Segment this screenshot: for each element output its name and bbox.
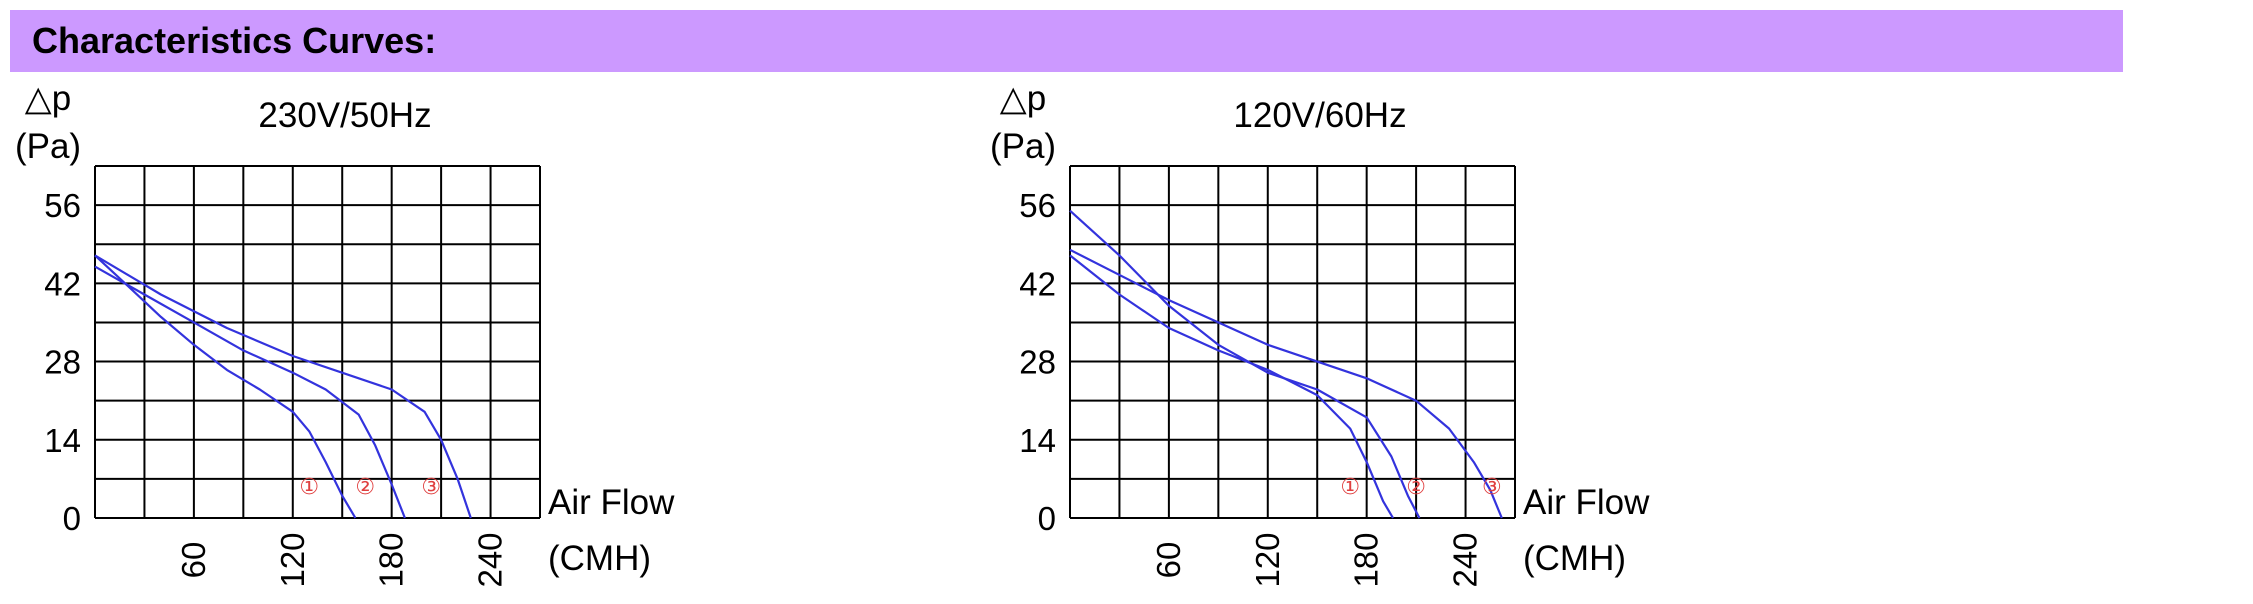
chart-title: 230V/50Hz bbox=[258, 96, 431, 135]
x-tick-label: 180 bbox=[373, 532, 410, 587]
page-title: Characteristics Curves: bbox=[32, 14, 436, 68]
curve-series-3 bbox=[1070, 250, 1502, 518]
y-axis-unit: (Pa) bbox=[15, 127, 81, 166]
curve-marker-label-1: ① bbox=[1340, 475, 1360, 500]
y-tick-label: 0 bbox=[1038, 500, 1056, 537]
y-tick-label: 56 bbox=[1019, 187, 1056, 224]
x-tick-label: 120 bbox=[1249, 532, 1286, 587]
chart-120v-60hz: 0 14 28 42 56 60 120 180 240 120V/60Hz △p (Pa) Air F… bbox=[985, 74, 1665, 604]
x-tick-label: 60 bbox=[175, 542, 212, 579]
x-axis-unit: (CMH) bbox=[1523, 539, 1626, 578]
x-tick-label: 240 bbox=[472, 532, 509, 587]
chart-230v-50hz: 0 14 28 42 56 60 120 180 240 230V/50Hz △p (Pa) Air F… bbox=[10, 74, 690, 604]
curve-marker-label-2: ② bbox=[1406, 475, 1426, 500]
y-tick-label: 56 bbox=[44, 187, 81, 224]
y-tick-label: 28 bbox=[1019, 344, 1056, 381]
curve-marker-label-3: ③ bbox=[421, 475, 441, 500]
x-axis-label: Air Flow bbox=[1523, 483, 1650, 522]
y-tick-label: 14 bbox=[1019, 422, 1056, 459]
x-tick-label: 240 bbox=[1447, 532, 1484, 587]
y-axis-unit: (Pa) bbox=[990, 127, 1056, 166]
y-tick-label: 42 bbox=[1019, 265, 1056, 302]
curve-marker-label-1: ① bbox=[299, 475, 319, 500]
y-tick-label: 0 bbox=[63, 500, 81, 537]
x-axis-unit: (CMH) bbox=[548, 539, 651, 578]
chart-grid bbox=[95, 166, 540, 518]
curve-marker-label-3: ③ bbox=[1482, 475, 1502, 500]
header-bar: Characteristics Curves: bbox=[10, 10, 2123, 72]
x-axis-label: Air Flow bbox=[548, 483, 675, 522]
x-tick-label: 120 bbox=[274, 532, 311, 587]
x-tick-label: 60 bbox=[1150, 542, 1187, 579]
y-tick-label: 42 bbox=[44, 265, 81, 302]
y-tick-label: 28 bbox=[44, 344, 81, 381]
x-tick-label: 180 bbox=[1348, 532, 1385, 587]
y-axis-symbol: △p bbox=[1000, 79, 1046, 118]
chart-title: 120V/60Hz bbox=[1233, 96, 1406, 135]
curve-marker-label-2: ② bbox=[355, 475, 375, 500]
y-axis-symbol: △p bbox=[25, 79, 71, 118]
chart-grid bbox=[1070, 166, 1515, 518]
y-tick-label: 14 bbox=[44, 422, 81, 459]
